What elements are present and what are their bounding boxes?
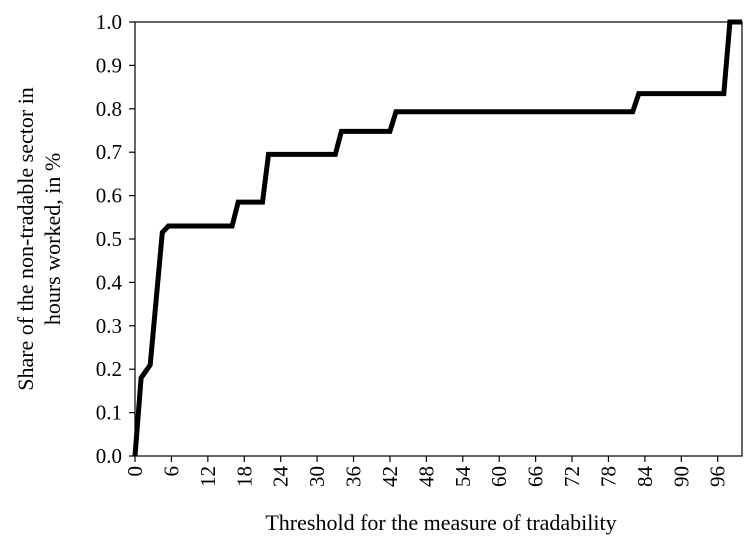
x-tick-label: 36 xyxy=(342,466,366,487)
x-tick-label: 0 xyxy=(123,466,147,477)
y-tick-label: 0.5 xyxy=(96,227,122,251)
y-tick-label: 0.8 xyxy=(96,97,122,121)
x-tick-label: 42 xyxy=(378,466,402,487)
x-tick-label: 72 xyxy=(560,466,584,487)
x-tick-label: 60 xyxy=(487,466,511,487)
y-tick-label: 0.0 xyxy=(96,444,122,468)
y-tick-label: 0.2 xyxy=(96,357,122,381)
x-tick-label: 12 xyxy=(196,466,220,487)
x-tick-label: 54 xyxy=(451,466,475,488)
x-axis-title: Threshold for the measure of tradability xyxy=(265,510,616,535)
x-tick-label: 96 xyxy=(706,466,730,487)
x-tick-label: 6 xyxy=(159,466,183,477)
y-tick-label: 0.9 xyxy=(96,53,122,77)
y-tick-label: 1.0 xyxy=(96,10,122,34)
x-tick-label: 84 xyxy=(633,466,657,488)
x-tick-label: 66 xyxy=(524,466,548,487)
x-tick-label: 24 xyxy=(269,466,293,488)
plot-frame xyxy=(134,21,743,457)
x-tick-label: 18 xyxy=(232,466,256,487)
y-axis-title: Share of the non-tradable sector in hour… xyxy=(13,87,65,391)
y-tick-label: 0.1 xyxy=(96,401,122,425)
y-axis-title-line-2: hours worked, in % xyxy=(40,153,65,325)
y-tick-label: 0.7 xyxy=(96,140,122,164)
series-line xyxy=(132,19,742,457)
x-tick-label: 78 xyxy=(596,466,620,487)
y-tick-label: 0.3 xyxy=(96,314,122,338)
x-tick-label: 30 xyxy=(305,466,329,487)
x-tick-label: 48 xyxy=(414,466,438,487)
y-tick-label: 0.4 xyxy=(96,270,123,294)
plot-area: 0.0 0.1 0.2 0.3 0.4 0.5 0.6 0.7 0.8 0.9 1.0 0 6 12 18 2… xyxy=(96,10,743,488)
y-axis-title-line-1: Share of the non-tradable sector in xyxy=(13,87,38,391)
x-tick-label: 90 xyxy=(669,466,693,487)
y-tick-label: 0.6 xyxy=(96,184,122,208)
